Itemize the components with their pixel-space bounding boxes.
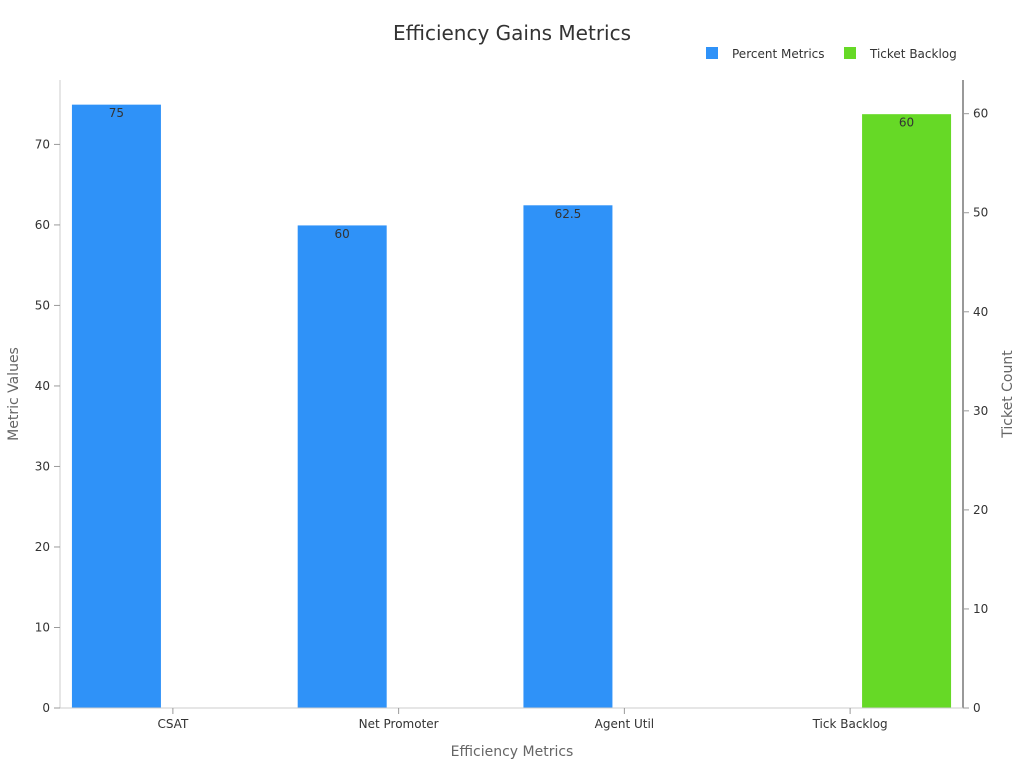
legend: Percent Metrics Ticket Backlog bbox=[706, 47, 957, 61]
y2-tick-label: 40 bbox=[973, 305, 988, 319]
y2-tick-label: 20 bbox=[973, 503, 988, 517]
x-tick-label-tick-backlog: Tick Backlog bbox=[812, 717, 888, 731]
y2-tick-label: 0 bbox=[973, 701, 981, 715]
data-label-agent-util: 62.5 bbox=[555, 207, 582, 221]
data-label-net-promoter: 60 bbox=[335, 227, 350, 241]
y-tick-label: 30 bbox=[35, 459, 50, 473]
bar-agent-util bbox=[522, 204, 614, 709]
y-axis-left-ticks: 0 10 20 30 40 50 60 70 bbox=[35, 137, 60, 715]
y-tick-label: 50 bbox=[35, 298, 50, 312]
y2-tick-label: 50 bbox=[973, 206, 988, 220]
bars bbox=[70, 103, 953, 709]
y2-tick-label: 60 bbox=[973, 107, 988, 121]
legend-label-percent-metrics: Percent Metrics bbox=[732, 47, 825, 61]
x-tick-label-net-promoter: Net Promoter bbox=[359, 717, 439, 731]
legend-swatch-percent-metrics bbox=[706, 47, 718, 59]
data-labels: 75 60 62.5 60 bbox=[109, 106, 914, 241]
legend-swatch-ticket-backlog bbox=[844, 47, 856, 59]
chart-title: Efficiency Gains Metrics bbox=[393, 21, 631, 45]
x-tick-label-csat: CSAT bbox=[157, 717, 188, 731]
y-tick-label: 20 bbox=[35, 540, 50, 554]
y-axis-right-label: Ticket Count bbox=[1000, 350, 1016, 439]
y-axis-left-label: Metric Values bbox=[6, 347, 22, 441]
y-tick-label: 0 bbox=[42, 701, 50, 715]
y2-tick-label: 10 bbox=[973, 602, 988, 616]
data-label-tick-backlog: 60 bbox=[899, 116, 914, 130]
x-tick-label-agent-util: Agent Util bbox=[595, 717, 655, 731]
y-tick-label: 40 bbox=[35, 379, 50, 393]
bar-tick-backlog bbox=[861, 113, 953, 709]
y-tick-label: 60 bbox=[35, 218, 50, 232]
bar-csat bbox=[70, 103, 162, 709]
x-axis-ticks: CSAT Net Promoter Agent Util Tick Backlog bbox=[157, 708, 888, 731]
legend-label-ticket-backlog: Ticket Backlog bbox=[869, 47, 957, 61]
y-tick-label: 10 bbox=[35, 620, 50, 634]
y2-tick-label: 30 bbox=[973, 404, 988, 418]
bar-net-promoter bbox=[296, 224, 388, 709]
data-label-csat: 75 bbox=[109, 106, 124, 120]
x-axis-label: Efficiency Metrics bbox=[451, 744, 574, 760]
y-axis-right-ticks: 0 10 20 30 40 50 60 bbox=[963, 107, 988, 715]
y-tick-label: 70 bbox=[35, 137, 50, 151]
